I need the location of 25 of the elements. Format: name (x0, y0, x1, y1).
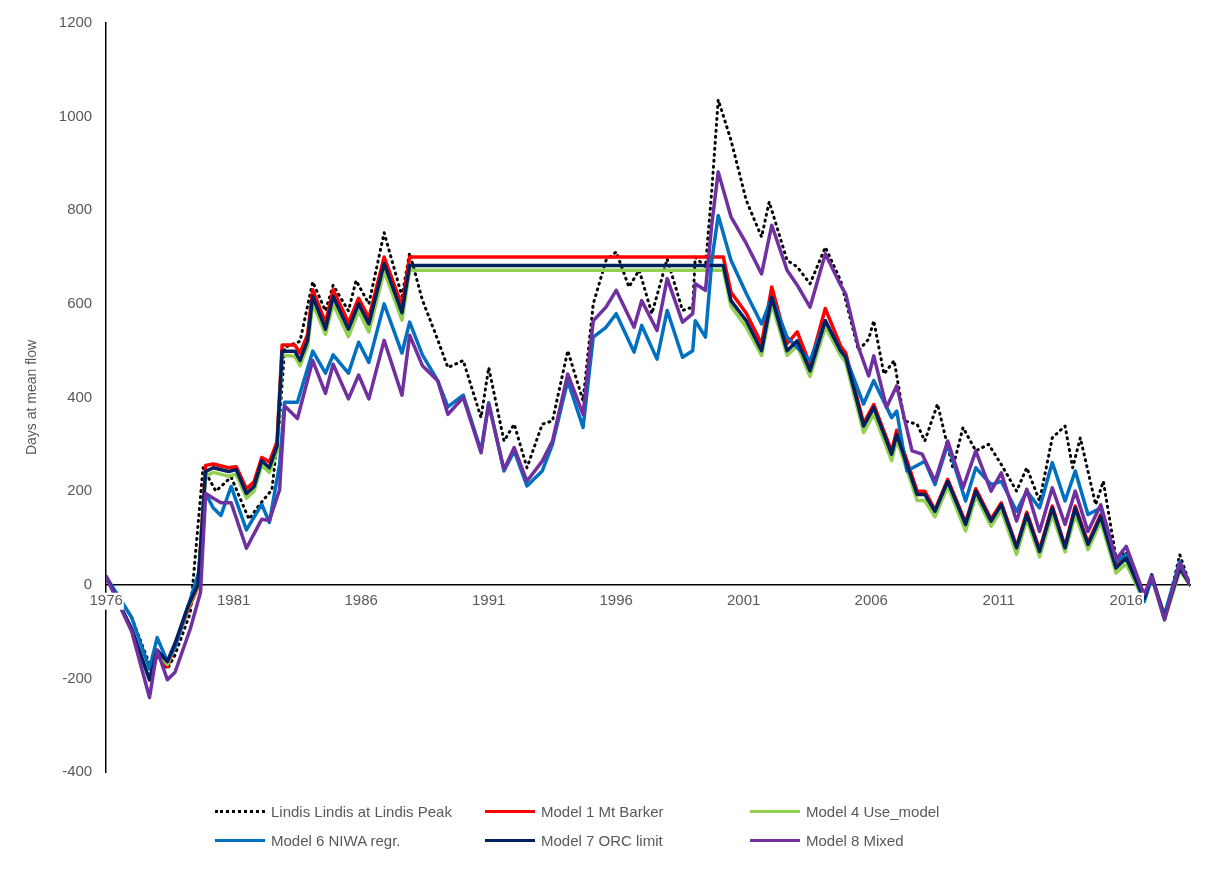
y-tick-label: 200 (67, 481, 93, 499)
x-tick-label: 2016 (1109, 591, 1143, 609)
x-tick-label: 2011 (982, 591, 1015, 609)
x-tick-label: 1976 (89, 591, 123, 609)
x-tick-label: 2001 (727, 591, 761, 609)
y-tick-label: -400 (62, 762, 93, 780)
y-axis-title: Days at mean flow (23, 339, 40, 456)
y-tick-label: 800 (67, 200, 93, 218)
x-tick-label: 1996 (599, 591, 633, 609)
y-tick-label: 1000 (58, 106, 93, 124)
legend-label: Model 4 Use_model (806, 803, 940, 820)
y-tick-label: 1200 (58, 13, 93, 31)
legend-label: Model 1 Mt Barker (541, 803, 664, 820)
x-tick-label: 1991 (472, 591, 506, 609)
legend-label: Model 8 Mixed (806, 832, 904, 849)
legend-label: Lindis Lindis at Lindis Peak (271, 803, 452, 820)
x-tick-label: 1986 (344, 591, 378, 609)
legend-label: Model 7 ORC limit (541, 832, 663, 849)
y-tick-label: 600 (67, 294, 93, 312)
x-tick-label: 1981 (216, 591, 251, 609)
y-tick-label: -200 (62, 668, 93, 686)
x-tick-label: 2006 (854, 591, 888, 609)
legend-label: Model 6 NIWA regr. (271, 832, 401, 849)
y-tick-label: 400 (67, 387, 93, 405)
y-tick-label: 0 (83, 574, 93, 592)
